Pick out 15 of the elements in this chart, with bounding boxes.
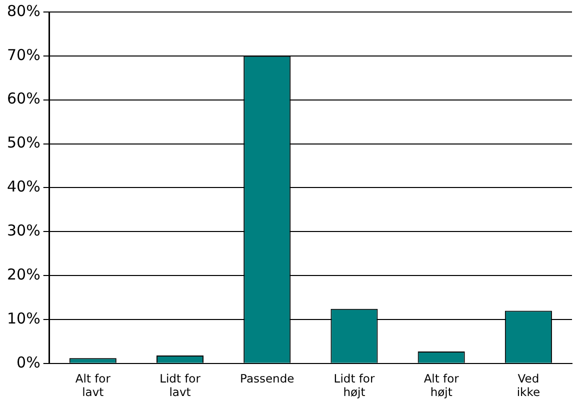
x-tick-label: Alt for lavt: [75, 371, 111, 400]
x-tick-label: Lidt for lavt: [160, 371, 201, 400]
y-tick-label: 30%: [6, 222, 40, 240]
y-tick-label: 60%: [6, 90, 40, 108]
x-tick-label: Passende: [240, 371, 294, 386]
y-tick-label: 50%: [6, 134, 40, 152]
x-tick-label: Alt for højt: [424, 371, 460, 400]
y-tick-label: 40%: [6, 178, 40, 196]
y-tick-label: 20%: [6, 265, 40, 284]
y-tick-label: 70%: [6, 46, 40, 64]
x-tick-label: Ved ikke: [516, 371, 540, 400]
y-tick-label: 80%: [6, 2, 40, 20]
y-tick-label: 0%: [16, 353, 40, 372]
y-tick-label: 10%: [6, 309, 40, 328]
x-tick-label: Lidt for højt: [334, 371, 375, 400]
